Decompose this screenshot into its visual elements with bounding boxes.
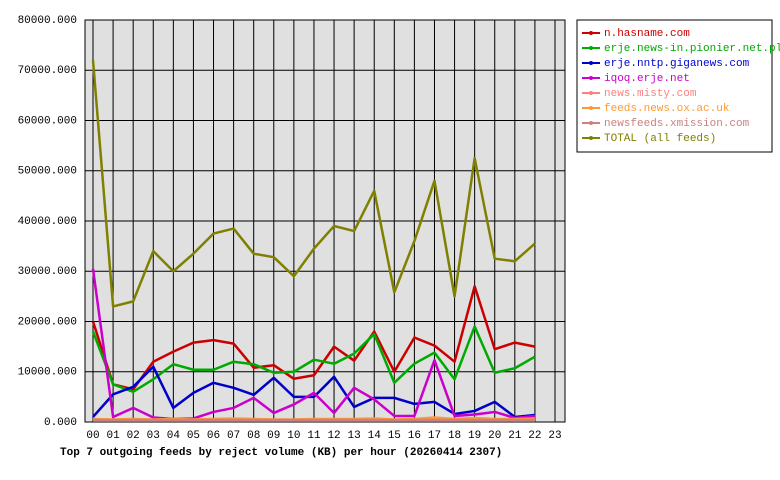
x-tick-label: 15	[388, 430, 401, 442]
x-tick-label: 17	[428, 430, 441, 442]
x-tick-label: 09	[267, 430, 280, 442]
x-tick-label: 16	[408, 430, 421, 442]
x-tick-label: 03	[147, 430, 160, 442]
x-tick-label: 22	[528, 430, 541, 442]
y-tick-label: 80000.000	[18, 15, 77, 27]
chart-title: Top 7 outgoing feeds by reject volume (K…	[60, 447, 502, 459]
legend-marker	[589, 91, 593, 95]
legend	[576, 19, 773, 153]
x-tick-label: 10	[287, 430, 300, 442]
y-tick-label: 70000.000	[18, 65, 77, 77]
y-tick-label: 60000.000	[18, 115, 77, 127]
legend-label: iqoq.erje.net	[604, 73, 690, 85]
x-tick-label: 12	[327, 430, 340, 442]
y-tick-label: 0.000	[44, 417, 77, 429]
series-line	[91, 325, 536, 394]
x-tick-label: 21	[508, 430, 522, 442]
legend-marker	[589, 106, 593, 110]
legend-label: erje.news-in.pionier.net.pl	[604, 43, 780, 55]
series-line	[91, 285, 536, 391]
legend-marker	[589, 136, 593, 140]
x-tick-label: 11	[307, 430, 321, 442]
x-tick-label: 23	[548, 430, 561, 442]
y-tick-label: 20000.000	[18, 316, 77, 328]
x-tick-label: 00	[86, 430, 99, 442]
x-tick-label: 19	[468, 430, 481, 442]
legend-marker	[589, 61, 593, 65]
legend-marker	[589, 46, 593, 50]
legend-marker	[589, 31, 593, 35]
x-tick-label: 20	[488, 430, 501, 442]
legend-marker	[589, 76, 593, 80]
x-tick-label: 07	[227, 430, 240, 442]
legend-label: feeds.news.ox.ac.uk	[604, 103, 730, 115]
y-tick-label: 50000.000	[18, 166, 77, 178]
series-line	[91, 60, 536, 308]
x-tick-label: 04	[167, 430, 181, 442]
legend-label: newsfeeds.xmission.com	[604, 118, 750, 130]
x-tick-label: 18	[448, 430, 461, 442]
series-line	[92, 365, 536, 419]
legend-label: erje.nntp.giganews.com	[604, 58, 750, 70]
y-tick-label: 40000.000	[18, 216, 77, 228]
x-tick-label: 08	[247, 430, 260, 442]
legend-marker	[589, 121, 593, 125]
y-tick-label: 30000.000	[18, 266, 77, 278]
y-tick-label: 10000.000	[18, 367, 77, 379]
x-tick-label: 02	[127, 430, 140, 442]
x-tick-label: 14	[368, 430, 382, 442]
x-tick-label: 01	[106, 430, 120, 442]
x-tick-label: 05	[187, 430, 200, 442]
legend-label: TOTAL (all feeds)	[604, 133, 716, 145]
x-tick-label: 13	[348, 430, 361, 442]
legend-label: n.hasname.com	[604, 28, 690, 40]
legend-label: news.misty.com	[604, 88, 697, 100]
x-tick-label: 06	[207, 430, 220, 442]
